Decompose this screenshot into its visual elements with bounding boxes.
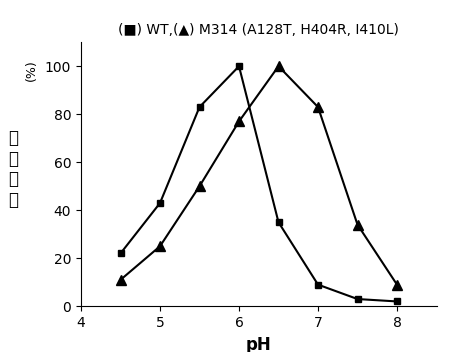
Title: (■) WT,(▲) M314 (A128T, H404R, I410L): (■) WT,(▲) M314 (A128T, H404R, I410L) <box>118 23 399 37</box>
Text: (%): (%) <box>25 59 38 81</box>
Text: 相
对
活
性: 相 对 活 性 <box>9 129 18 209</box>
X-axis label: pH: pH <box>246 335 272 352</box>
